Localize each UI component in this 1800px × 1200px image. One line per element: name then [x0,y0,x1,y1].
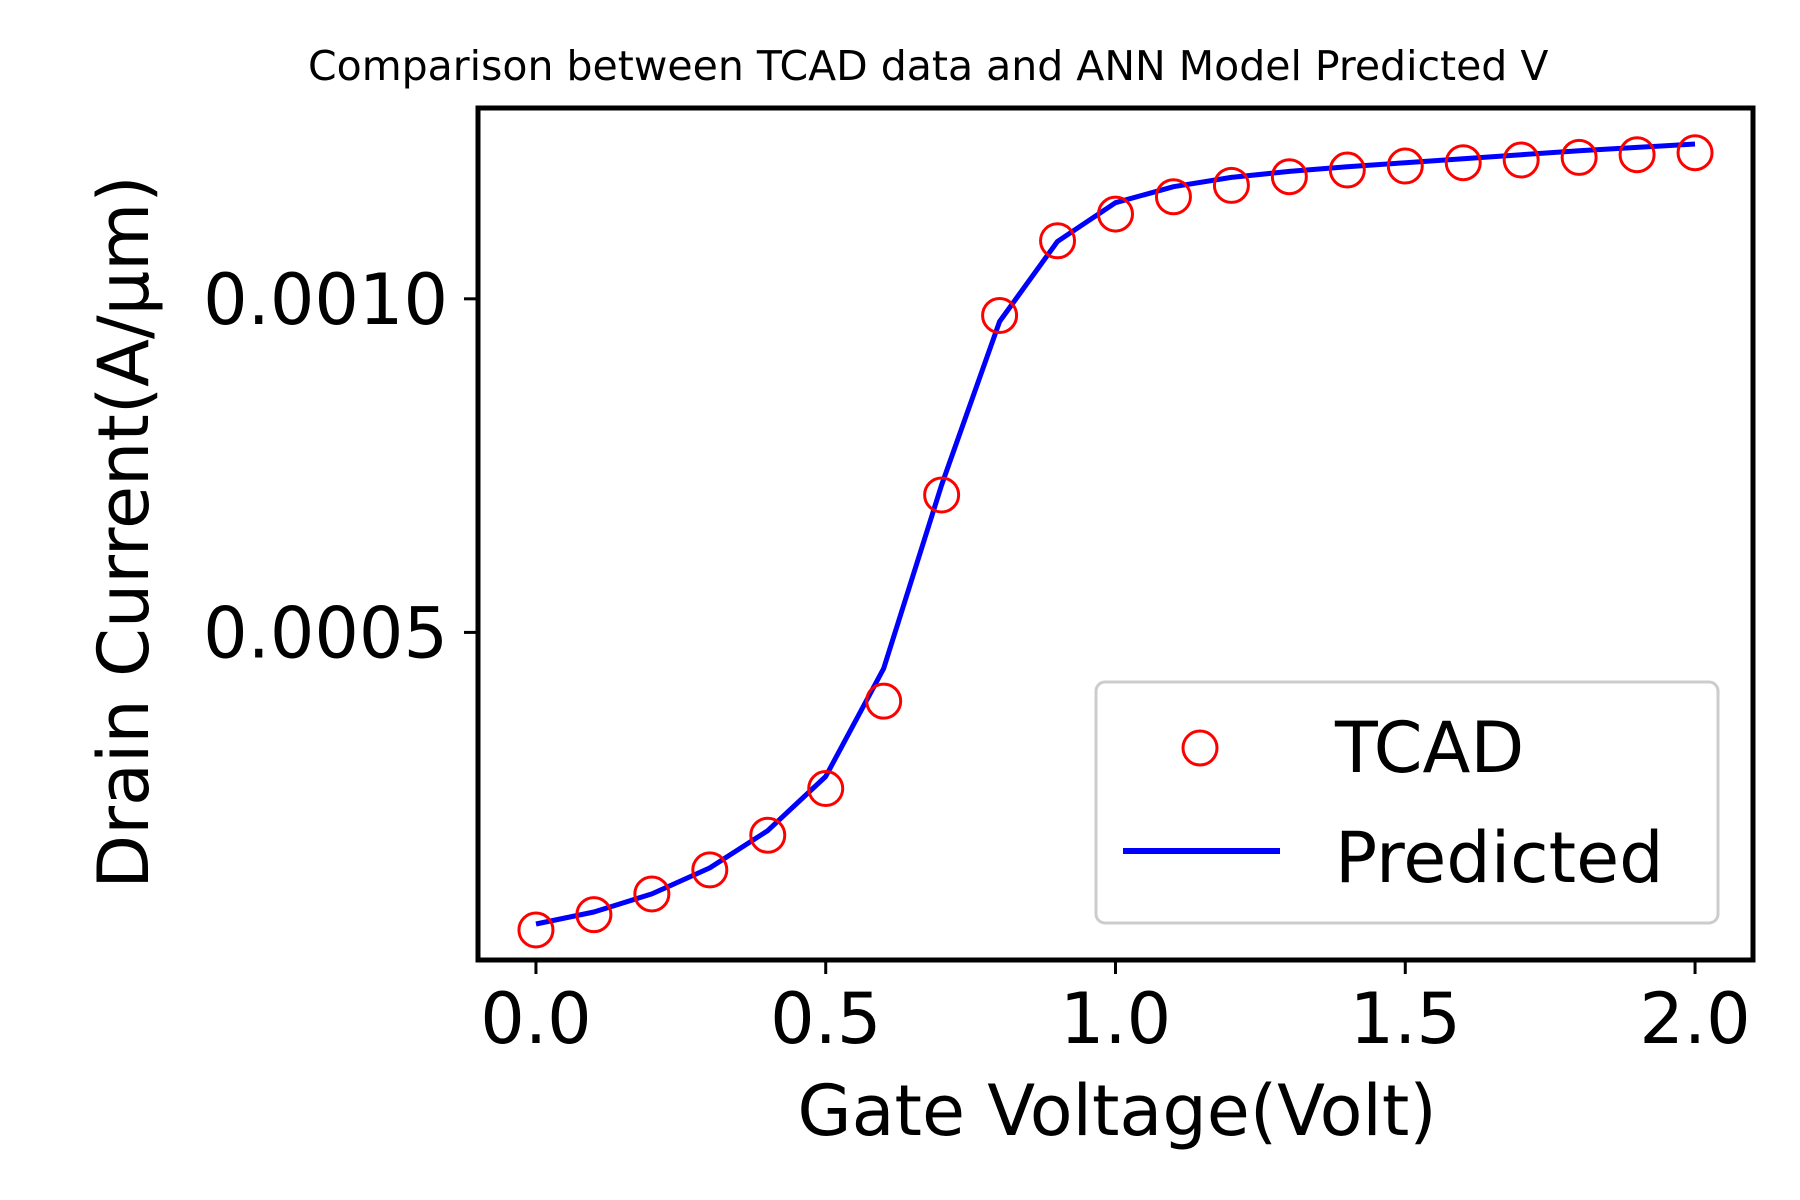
plot-content [517,134,1714,949]
axes-frame [475,105,1756,963]
tcad-data-point [1212,166,1250,204]
tcad-data-point [1328,151,1366,189]
tcad-data-point [749,816,787,854]
tcad-data-point [923,476,961,514]
x-axis-ticks: 0.0 0.5 1.0 1.5 2.0 [480,960,1751,1060]
tcad-data-point [1270,158,1308,196]
tcad-data-point [1444,144,1482,182]
tcad-data-point [865,682,903,720]
tcad-data-point [691,851,729,889]
tcad-data-point [633,875,671,913]
tcad-data-point [1154,178,1192,216]
tcad-data-point [1097,195,1134,233]
legend-label: Predicted [1335,817,1664,899]
x-tick-label: 1.0 [1060,978,1171,1060]
x-tick-label: 0.5 [770,978,881,1060]
legend-box [1094,680,1720,925]
tcad-data-point [1560,138,1598,176]
tcad-data-point [981,296,1019,334]
tcad-data-point [517,911,555,949]
tcad-data-point [1676,134,1714,172]
y-tick-label: 0.0010 [203,259,448,341]
legend: TCAD Predicted [1094,680,1720,925]
x-tick-label: 2.0 [1639,978,1750,1060]
tcad-data-point [1502,141,1540,179]
tcad-data-point [1618,136,1656,174]
y-axis-label: Drain Current(A/μm) [83,175,165,888]
legend-label: TCAD [1334,707,1524,789]
tcad-data-point [1386,147,1424,185]
series-line-predicted [535,141,1696,927]
x-axis-label: Gate Voltage(Volt) [797,1070,1436,1152]
y-axis-ticks: 0.0005 0.0010 [203,259,478,674]
x-tick-label: 1.5 [1350,978,1461,1060]
tcad-data-point [575,896,613,934]
y-tick-label: 0.0005 [203,592,448,674]
x-tick-label: 0.0 [480,978,591,1060]
legend-marker-tcad [1181,729,1219,767]
tcad-data-point [1039,222,1077,260]
tcad-data-point [807,770,845,808]
chart-title: Comparison between TCAD data and ANN Mod… [308,42,1548,90]
